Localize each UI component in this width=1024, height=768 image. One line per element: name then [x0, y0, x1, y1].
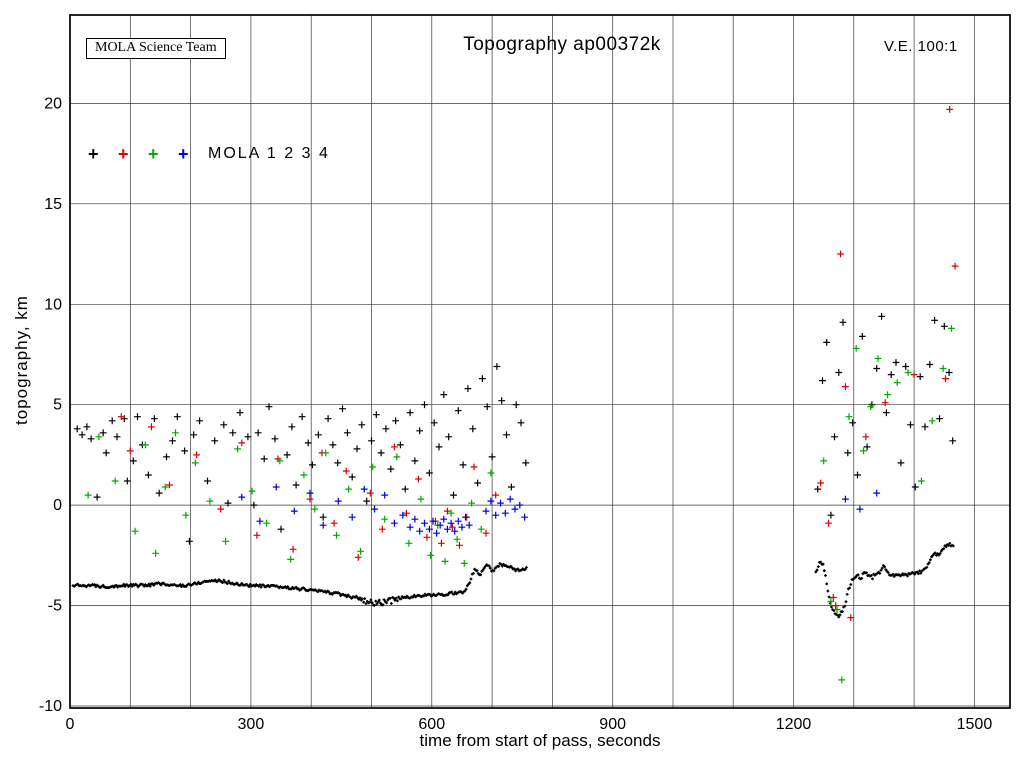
svg-text:-10: -10 [39, 698, 62, 715]
svg-text:900: 900 [599, 716, 626, 733]
legend-marker-mola-4-plus-icon: + [178, 144, 189, 164]
legend-marker-mola-1-plus-icon: + [88, 144, 99, 164]
legend-marker-mola-2-plus-icon: + [118, 144, 129, 164]
svg-text:-5: -5 [48, 598, 62, 615]
svg-text:20: 20 [44, 95, 62, 112]
vertical-exaggeration-label: V.E. 100:1 [884, 38, 958, 55]
science-team-box: MOLA Science Team [86, 38, 226, 59]
svg-text:300: 300 [238, 716, 265, 733]
svg-text:600: 600 [418, 716, 445, 733]
svg-text:10: 10 [44, 296, 62, 313]
y-axis-label: topography, km [12, 295, 31, 425]
svg-text:1200: 1200 [776, 716, 812, 733]
svg-text:5: 5 [53, 397, 62, 414]
legend-label: MOLA 1 2 3 4 [208, 145, 330, 162]
science-team-label: MOLA Science Team [95, 40, 217, 55]
legend-marker-mola-3-plus-icon: + [148, 144, 159, 164]
svg-text:15: 15 [44, 196, 62, 213]
svg-text:0: 0 [66, 716, 75, 733]
svg-text:1500: 1500 [957, 716, 993, 733]
x-axis-label: time from start of pass, seconds [419, 731, 661, 750]
legend: + + + + MOLA 1 2 3 4 [88, 143, 330, 165]
chart-title: Topography ap00372k [463, 34, 661, 55]
svg-text:0: 0 [53, 497, 62, 514]
